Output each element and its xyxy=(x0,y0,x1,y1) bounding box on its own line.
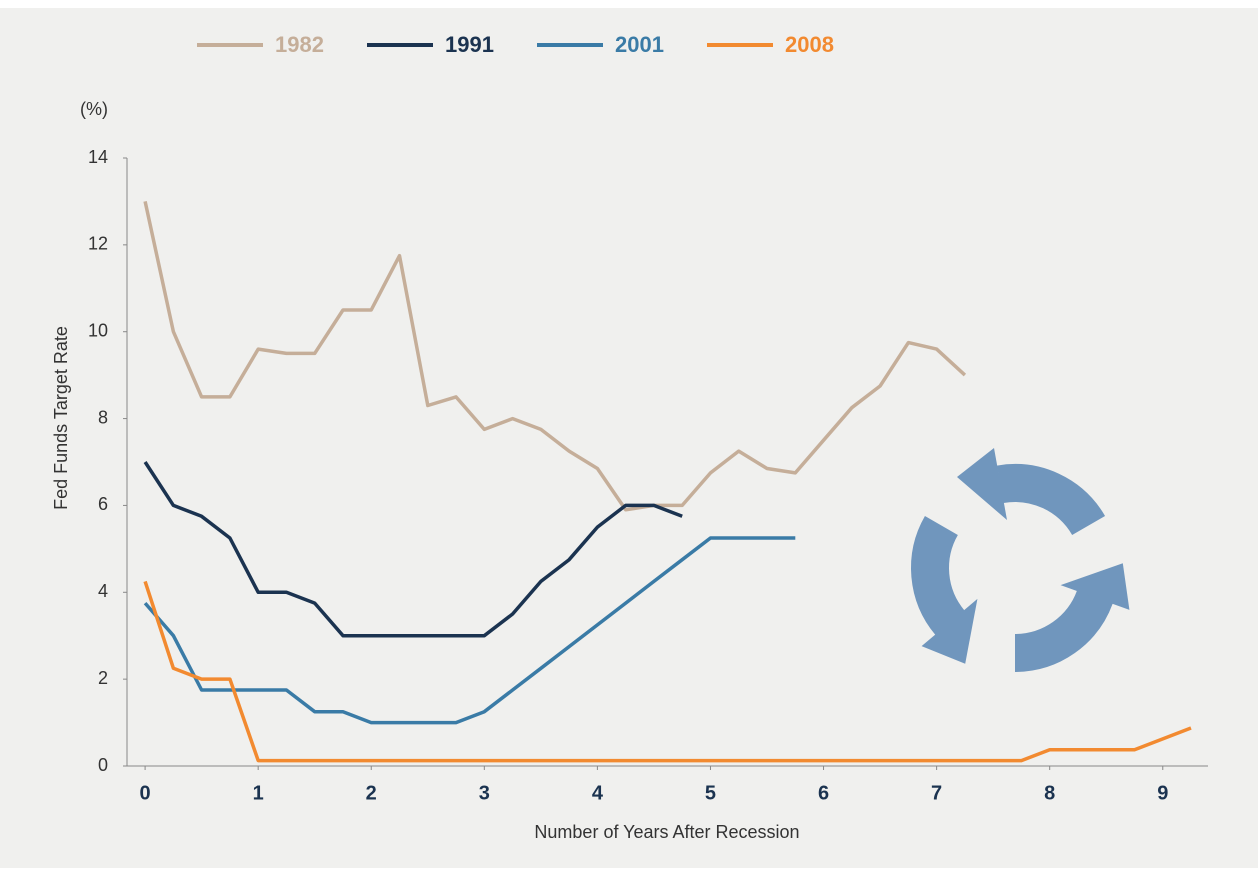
y-tick-label: 14 xyxy=(88,147,108,167)
y-tick-label: 2 xyxy=(98,668,108,688)
series-line xyxy=(143,201,967,512)
x-tick-label: 6 xyxy=(818,782,829,804)
legend-label: 1982 xyxy=(275,32,324,57)
x-tick-label: 2 xyxy=(366,782,377,804)
y-axis-label: Fed Funds Target Rate xyxy=(51,326,71,510)
background xyxy=(0,8,1258,868)
x-tick-label: 8 xyxy=(1044,782,1055,804)
y-unit: (%) xyxy=(80,99,108,119)
cycle-arrow xyxy=(957,448,1106,536)
x-tick-label: 9 xyxy=(1157,782,1168,804)
legend-label: 2008 xyxy=(785,32,834,57)
x-tick-label: 7 xyxy=(931,782,942,804)
legend-label: 2001 xyxy=(615,32,664,57)
x-tick-label: 1 xyxy=(253,782,264,804)
cycle-arrow xyxy=(911,516,978,664)
y-tick-label: 12 xyxy=(88,234,108,254)
y-tick-label: 10 xyxy=(88,320,108,340)
y-tick-label: 6 xyxy=(98,494,108,514)
series-line xyxy=(143,580,1192,763)
x-tick-label: 5 xyxy=(705,782,716,804)
cycle-icon xyxy=(911,448,1130,672)
cycle-arrow xyxy=(1014,563,1130,672)
y-tick-label: 0 xyxy=(98,755,108,775)
x-tick-label: 4 xyxy=(592,782,604,804)
x-axis-label: Number of Years After Recession xyxy=(534,822,799,842)
series-line xyxy=(143,461,683,638)
x-tick-label: 0 xyxy=(140,782,151,804)
y-tick-label: 4 xyxy=(98,581,108,601)
x-tick-label: 3 xyxy=(479,782,490,804)
series-line xyxy=(143,536,796,725)
legend-label: 1991 xyxy=(445,32,494,57)
y-tick-label: 8 xyxy=(98,407,108,427)
